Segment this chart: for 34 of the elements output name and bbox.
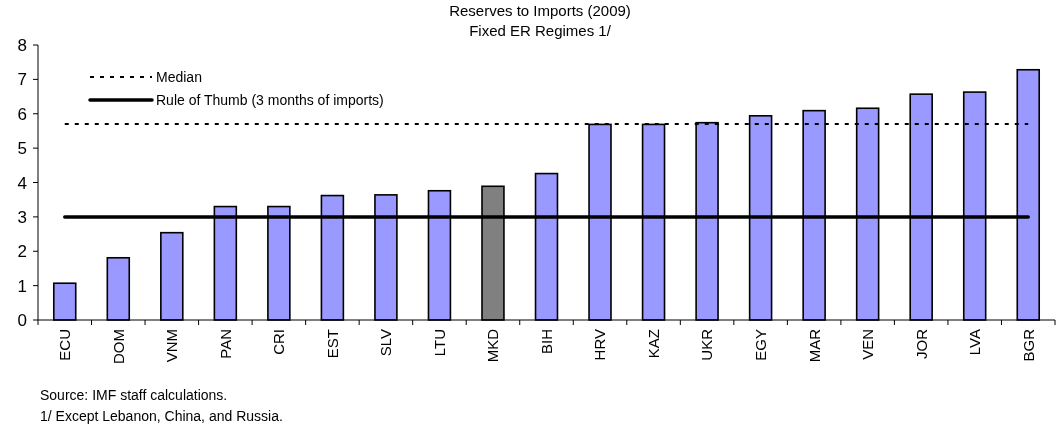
- y-tick-label: 4: [17, 173, 27, 193]
- x-tick-label: EST: [323, 329, 341, 359]
- x-tick-label: PAN: [216, 329, 234, 359]
- x-tick-label: BGR: [1019, 328, 1037, 362]
- x-tick-label: LVA: [966, 329, 984, 356]
- x-tick-label: MAR: [805, 328, 823, 363]
- x-tick-label: ECU: [56, 329, 74, 361]
- x-tick-label: CRI: [270, 329, 288, 355]
- x-tick-label: JOR: [912, 328, 930, 359]
- x-tick-label: DOM: [109, 329, 127, 364]
- x-tick-label: EGY: [752, 329, 770, 361]
- y-tick-label: 1: [17, 276, 27, 296]
- x-tick-label: HRV: [591, 329, 609, 361]
- text: 1/ Except Lebanon, China, and Russia.: [40, 408, 283, 424]
- legend-label: Median: [156, 69, 202, 86]
- x-tick-label: VNM: [163, 329, 181, 363]
- y-tick-label: 2: [17, 242, 27, 262]
- y-tick-label: 3: [17, 207, 27, 227]
- x-tick-label: MKD: [484, 328, 502, 363]
- x-tick-label: VEN: [859, 329, 877, 360]
- y-tick-label: 0: [17, 311, 27, 331]
- x-tick-label: UKR: [698, 328, 716, 361]
- y-tick-label: 7: [17, 70, 27, 90]
- legend-label: Rule of Thumb (3 months of imports): [156, 92, 384, 109]
- y-tick-label: 8: [17, 36, 27, 56]
- chart-subtitle: Fixed ER Regimes 1/: [469, 22, 612, 39]
- x-tick-label: LTU: [430, 329, 448, 357]
- y-tick-label: 6: [17, 104, 27, 124]
- x-tick-label: KAZ: [644, 329, 662, 359]
- x-tick-label: BIH: [537, 329, 555, 355]
- source-note: Source: IMF staff calculations.: [40, 387, 228, 403]
- y-tick-label: 5: [17, 139, 27, 159]
- x-tick-label: SLV: [377, 329, 395, 357]
- chart-title: Reserves to Imports (2009): [449, 2, 631, 19]
